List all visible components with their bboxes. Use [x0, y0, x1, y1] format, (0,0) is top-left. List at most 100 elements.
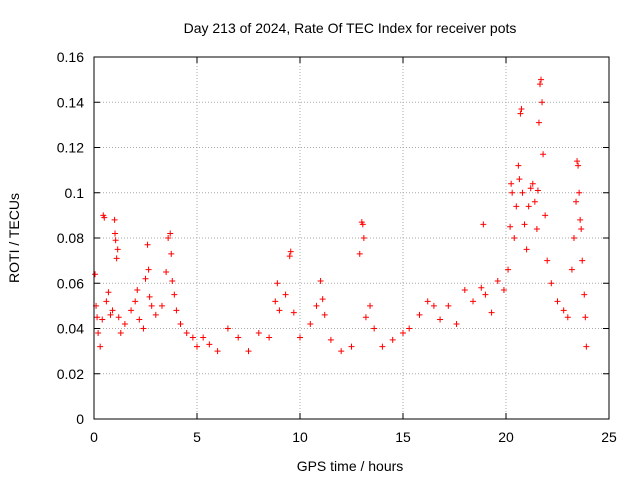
data-point [224, 325, 231, 332]
data-point [535, 119, 542, 126]
data-point [509, 189, 516, 196]
chart-title: Day 213 of 2024, Rate Of TEC Index for r… [184, 20, 517, 36]
data-point [500, 287, 507, 294]
data-point [430, 302, 437, 309]
data-point [516, 176, 523, 183]
data-point [163, 268, 170, 275]
data-point [255, 330, 262, 337]
data-point [117, 330, 124, 337]
data-point [245, 348, 252, 355]
data-point [371, 325, 378, 332]
y-axis-label: ROTI / TECUs [6, 193, 22, 283]
data-point [171, 291, 178, 298]
data-point [101, 214, 108, 221]
data-point [140, 325, 147, 332]
data-point [416, 311, 423, 318]
data-point [338, 348, 345, 355]
data-point [115, 314, 122, 321]
data-point [95, 330, 102, 337]
data-point [579, 257, 586, 264]
data-point [165, 235, 172, 241]
x-axis-label: GPS time / hours [297, 458, 404, 474]
data-point [145, 266, 152, 273]
data-point [508, 180, 515, 187]
data-point [538, 76, 545, 83]
data-point [286, 253, 293, 260]
data-point [548, 280, 555, 287]
data-point [183, 330, 190, 337]
data-point [144, 241, 151, 248]
data-point [437, 316, 444, 323]
data-point [105, 289, 112, 296]
data-point [359, 221, 366, 228]
data-point [142, 275, 149, 282]
data-point [523, 246, 530, 253]
y-tick-label: 0.06 [57, 275, 84, 291]
data-point [529, 180, 536, 187]
data-point [583, 343, 590, 350]
data-point [111, 216, 118, 223]
data-point [521, 221, 528, 228]
data-point [200, 334, 207, 341]
data-point [99, 316, 106, 323]
data-point [136, 316, 143, 323]
data-point [540, 151, 547, 158]
data-point [581, 291, 588, 298]
data-point [112, 230, 119, 237]
data-point [536, 81, 543, 88]
data-point [307, 320, 314, 327]
data-point [531, 198, 538, 205]
data-point [189, 334, 196, 341]
data-point [168, 250, 175, 257]
data-point [573, 198, 580, 205]
data-point [290, 309, 297, 316]
data-point [582, 314, 589, 321]
x-tick-label: 20 [498, 429, 514, 445]
data-point [406, 325, 413, 332]
data-point [173, 307, 180, 314]
data-point [560, 307, 567, 314]
data-point [576, 189, 583, 196]
data-point [206, 341, 213, 348]
y-tick-label: 0.16 [57, 49, 84, 65]
data-point [494, 277, 501, 284]
data-point [313, 302, 320, 309]
data-point [445, 302, 452, 309]
y-tick-label: 0.08 [57, 230, 84, 246]
data-point [287, 248, 294, 255]
data-point [577, 216, 584, 223]
data-point [97, 343, 104, 350]
y-tick-label: 0.14 [57, 94, 84, 110]
data-point [132, 298, 139, 305]
grid-lines [94, 57, 609, 419]
data-point [513, 203, 520, 210]
data-point [367, 302, 374, 309]
data-point [146, 293, 153, 300]
data-point [568, 266, 575, 273]
data-point [321, 311, 328, 318]
y-tick-label: 0 [76, 411, 84, 427]
axis-ticks: 0 5 10 15 20 25 0 0.02 0.04 0.06 0.08 0.1 0.12 0.14 0.… [57, 49, 617, 445]
data-point [94, 314, 101, 321]
data-point [488, 309, 495, 316]
data-point [507, 223, 514, 230]
data-point [276, 307, 283, 314]
y-tick-label: 0.02 [57, 366, 84, 382]
data-point [114, 246, 121, 253]
x-tick-label: 0 [90, 429, 98, 445]
data-point [107, 311, 114, 318]
data-point [505, 266, 512, 273]
data-point [327, 336, 334, 343]
data-point [534, 187, 541, 194]
y-tick-label: 0.04 [57, 321, 84, 337]
data-point [194, 343, 200, 350]
data-point [527, 185, 534, 192]
data-point [575, 162, 582, 169]
data-point [400, 330, 406, 337]
data-point [282, 291, 289, 298]
data-point [424, 298, 431, 305]
data-point [533, 225, 540, 232]
data-point [544, 257, 551, 264]
data-point [319, 296, 326, 303]
data-point [134, 287, 141, 294]
